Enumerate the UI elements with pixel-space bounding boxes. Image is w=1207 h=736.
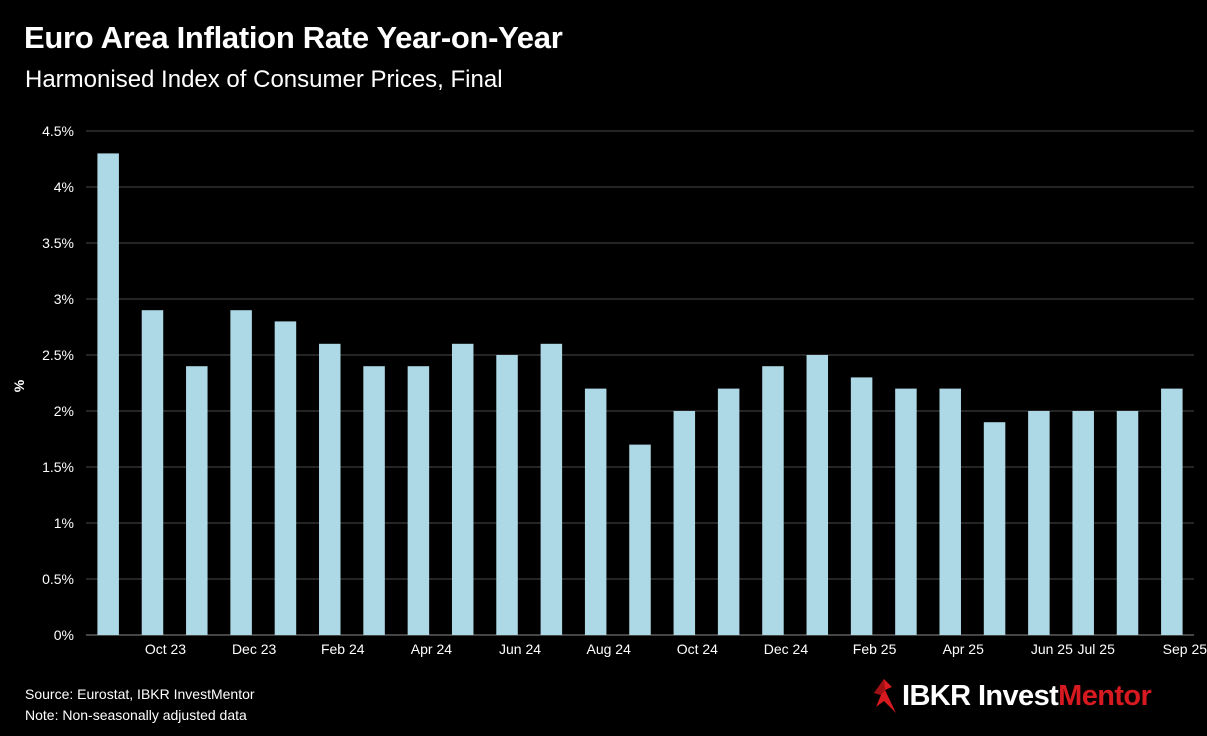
x-tick-label: Feb 25 [853, 641, 897, 657]
bar-sep-24 [629, 444, 651, 635]
y-tick-label: 1% [54, 515, 74, 531]
chart-subtitle: Harmonised Index of Consumer Prices, Fin… [25, 66, 503, 93]
y-tick-label: 3.5% [42, 235, 74, 251]
x-tick-label: Dec 23 [232, 641, 277, 657]
x-tick-label: Feb 24 [321, 641, 365, 657]
bar-dec-23 [230, 310, 252, 635]
bar-oct-24 [673, 411, 696, 635]
source-note: Source: Eurostat, IBKR InvestMentor [25, 686, 255, 702]
bar-feb-25 [850, 377, 873, 635]
y-axis-ticks: 0% 0.5% 1% 1.5% 2% 2.5% 3% 3.5% 4% 4.5% [42, 123, 74, 643]
bar-sep-23 [97, 153, 119, 635]
bar-may-24 [451, 343, 474, 635]
x-tick-label: Oct 24 [677, 641, 718, 657]
x-tick-label: Jun 25 [1031, 641, 1073, 657]
bar-jan-24 [274, 321, 297, 635]
bar-jul-25 [1072, 411, 1094, 635]
bar-jun-25 [1028, 411, 1050, 635]
x-tick-label: Dec 24 [764, 641, 809, 657]
y-tick-label: 3% [54, 291, 74, 307]
brand-name: IBKR InvestMentor [902, 679, 1152, 713]
x-tick-label: Aug 24 [586, 641, 631, 657]
bar-jul-24 [540, 343, 563, 635]
brand-logo: IBKR InvestMentor [872, 676, 1152, 716]
chart-title: Euro Area Inflation Rate Year-on-Year [24, 20, 563, 55]
bar-apr-25 [939, 388, 961, 635]
bar-may-25 [983, 422, 1006, 635]
bar-dec-24 [762, 366, 784, 635]
bar-mar-25 [895, 388, 917, 635]
x-tick-label: Sep 25 [1163, 641, 1207, 657]
bar-apr-24 [407, 366, 430, 635]
chart-footer: Source: Eurostat, IBKR InvestMentor Note… [25, 684, 255, 726]
x-tick-label: Jul 25 [1078, 641, 1116, 657]
bar-jan-25 [806, 355, 829, 635]
bar-mar-24 [363, 366, 385, 635]
y-tick-label: 0% [54, 627, 74, 643]
y-tick-label: 2% [54, 403, 74, 419]
y-axis-label: % [11, 379, 27, 392]
x-tick-label: Oct 23 [145, 641, 186, 657]
bar-aug-24 [584, 388, 607, 635]
x-axis-ticks: Oct 23 Dec 23 Feb 24 Apr 24 Jun 24 Aug 24 Oct … [145, 641, 1207, 657]
bar-oct-23 [141, 310, 164, 635]
y-tick-label: 4.5% [42, 123, 74, 139]
y-tick-label: 0.5% [42, 571, 74, 587]
bar-feb-24 [319, 343, 341, 635]
bar-aug-25 [1116, 411, 1139, 635]
x-tick-label: Jun 24 [499, 641, 541, 657]
bars [97, 153, 1183, 635]
bar-jun-24 [496, 355, 518, 635]
x-tick-label: Apr 25 [943, 641, 984, 657]
bar-nov-23 [186, 366, 208, 635]
brand-name-primary: IBKR Invest [902, 679, 1059, 712]
x-tick-label: Apr 24 [411, 641, 452, 657]
y-tick-label: 2.5% [42, 347, 74, 363]
bar-chart: 0% 0.5% 1% 1.5% 2% 2.5% 3% 3.5% 4% 4.5% Oct 23 Dec… [11, 123, 1207, 657]
ibkr-logo-icon [872, 677, 898, 715]
data-note: Note: Non-seasonally adjusted data [25, 707, 247, 723]
y-tick-label: 4% [54, 179, 74, 195]
bar-nov-24 [717, 388, 740, 635]
bar-sep-25 [1161, 388, 1183, 635]
y-tick-label: 1.5% [42, 459, 74, 475]
brand-name-accent: Mentor [1058, 679, 1152, 712]
